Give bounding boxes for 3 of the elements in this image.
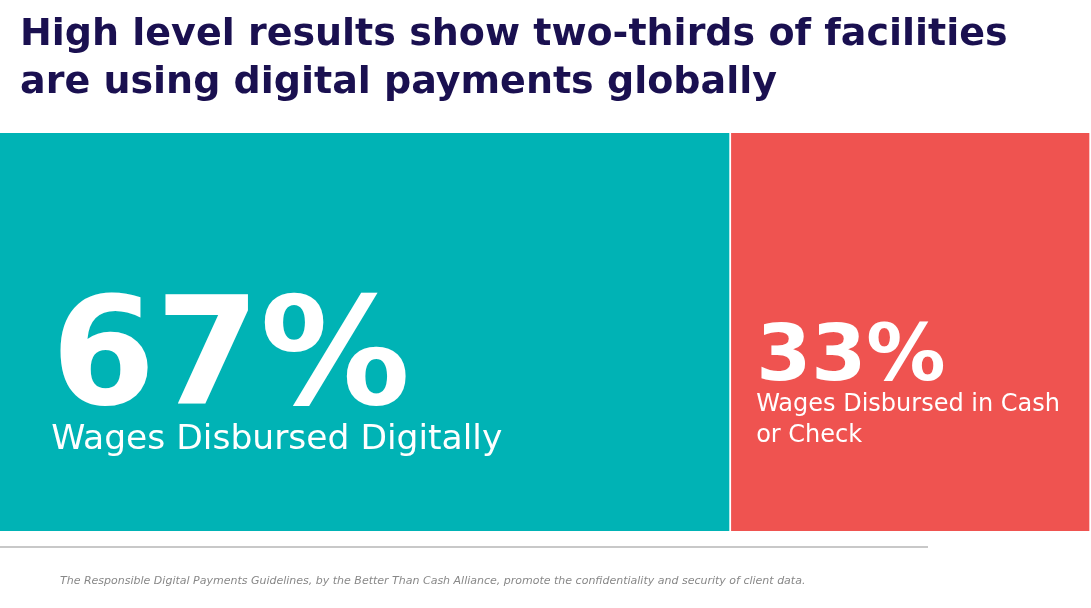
text: The Responsible Digital Payments Guidelines, by the Better Than Cash Alliance, promote the confidentiality and security of client data. (60, 574, 806, 587)
series-label: Wages Disbursed Digitally (51, 417, 503, 458)
chart-title: High level results show two-thirds of facilities are using digital payments globally (19, 9, 1009, 104)
